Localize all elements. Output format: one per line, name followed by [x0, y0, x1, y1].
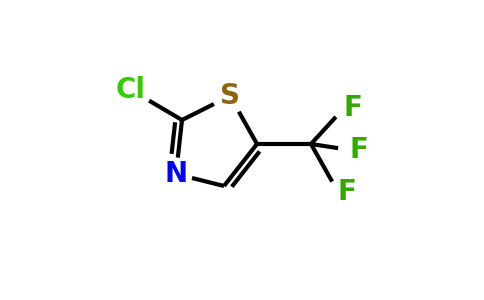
- Text: S: S: [220, 82, 240, 110]
- Text: Cl: Cl: [116, 76, 146, 104]
- Text: F: F: [350, 136, 369, 164]
- Text: F: F: [338, 178, 357, 206]
- Text: N: N: [165, 160, 188, 188]
- Text: F: F: [344, 94, 363, 122]
